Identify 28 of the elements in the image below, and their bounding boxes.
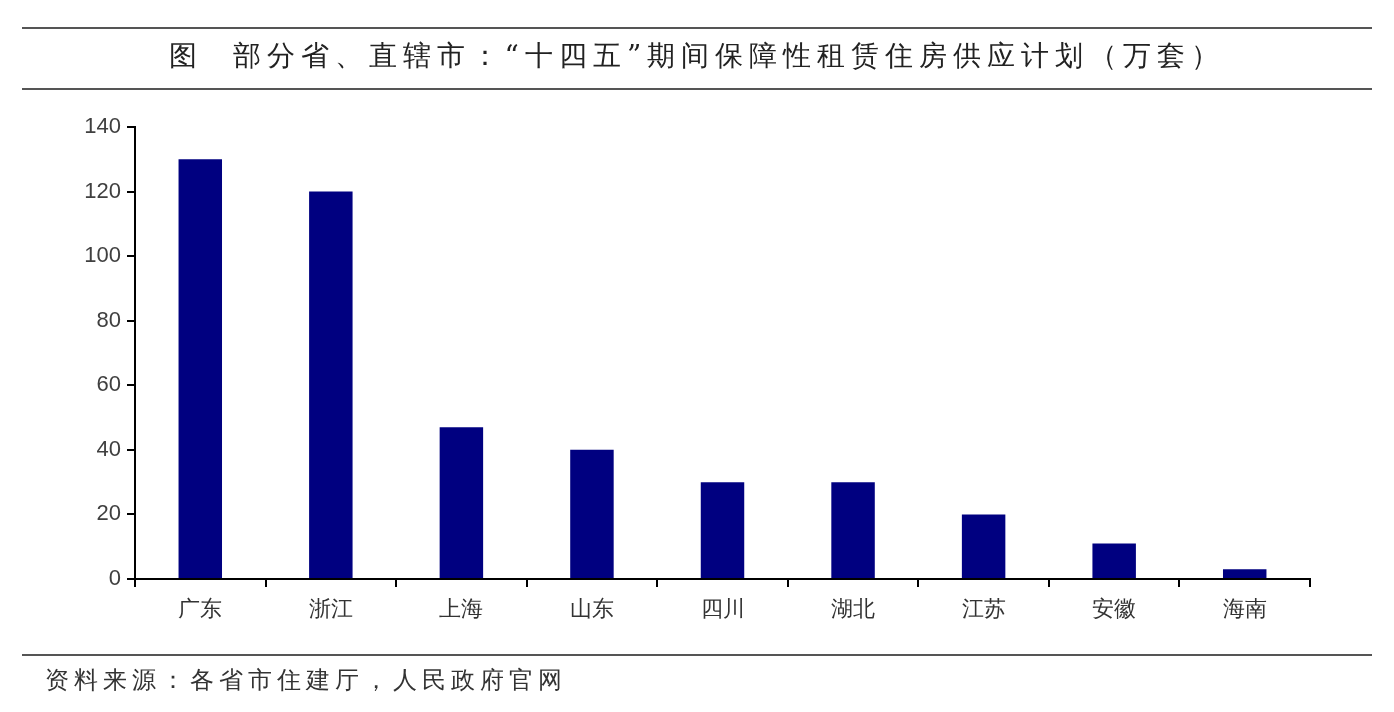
- bar: [961, 514, 1006, 578]
- x-tick-label: 江苏: [961, 595, 1006, 621]
- y-tick-label: 60: [96, 371, 121, 397]
- x-tick-label: 海南: [1222, 595, 1267, 621]
- bar: [700, 482, 745, 578]
- y-tick-label: 120: [84, 177, 121, 203]
- y-tick-label: 20: [96, 500, 121, 526]
- bar: [831, 482, 875, 578]
- text: 资料来源：各省市住建厅，人民政府官网: [45, 665, 567, 696]
- x-tick-label: 湖北: [831, 595, 876, 621]
- y-tick-label: 140: [84, 113, 121, 139]
- y-tick-label: 100: [84, 242, 121, 268]
- y-tick-label: 0: [108, 565, 121, 591]
- x-tick-label: 山东: [569, 595, 614, 621]
- bar: [1092, 543, 1136, 578]
- y-tick-label: 40: [96, 435, 121, 461]
- bar: [570, 449, 614, 578]
- bar: [178, 159, 223, 578]
- x-tick-label: 广东: [178, 595, 223, 621]
- x-tick-label: 上海: [439, 595, 484, 621]
- x-tick-label: 四川: [700, 595, 745, 621]
- chart-title: 图 部分省、直辖市：“十四五”期间保障性租赁住房供应计划（万套）: [167, 38, 1227, 74]
- bar: [309, 191, 353, 578]
- bar: [1222, 569, 1267, 578]
- x-tick-label: 浙江: [308, 595, 353, 621]
- y-tick-label: 80: [96, 306, 121, 332]
- x-tick-label: 安徽: [1092, 595, 1137, 621]
- bar: [439, 427, 484, 578]
